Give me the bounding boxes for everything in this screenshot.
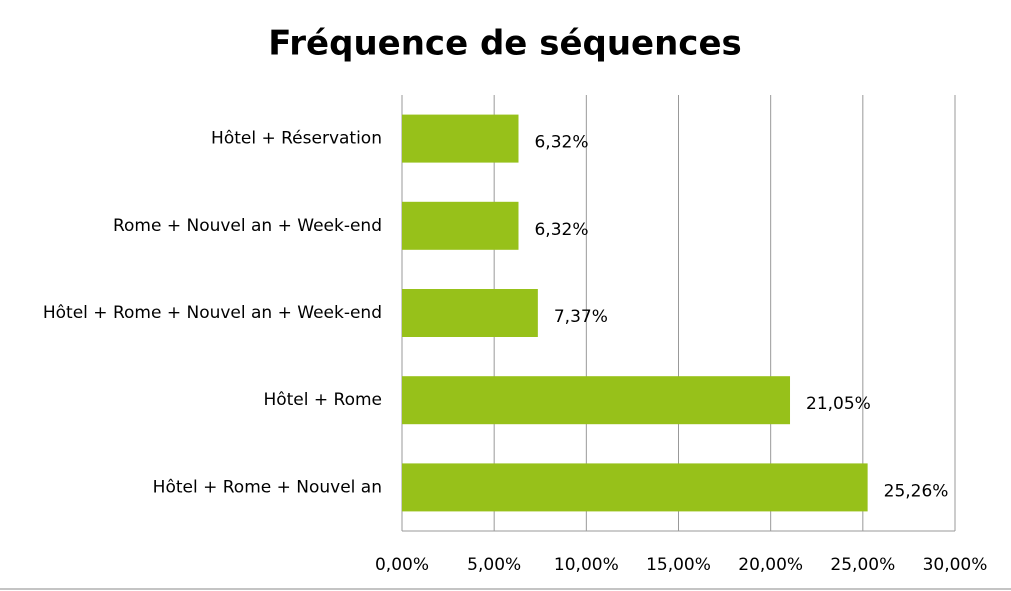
bar xyxy=(402,463,868,512)
x-tick-label: 0,00% xyxy=(375,555,429,575)
chart-title: Fréquence de séquences xyxy=(268,24,742,64)
y-tick-label: Hôtel + Réservation xyxy=(211,129,382,149)
x-tick-label: 15,00% xyxy=(646,555,711,575)
bar xyxy=(402,201,519,250)
bar xyxy=(402,376,791,425)
y-tick-label: Hôtel + Rome + Nouvel an + Week-end xyxy=(43,303,382,323)
value-label: 6,32% xyxy=(534,133,588,153)
x-tick-label: 5,00% xyxy=(467,555,521,575)
x-tick-label: 20,00% xyxy=(738,555,803,575)
bar xyxy=(402,289,538,337)
y-tick-label: Rome + Nouvel an + Week-end xyxy=(113,216,382,236)
x-tick-label: 30,00% xyxy=(923,555,988,575)
value-label: 7,37% xyxy=(554,307,608,327)
value-label: 21,05% xyxy=(806,394,871,414)
value-label: 25,26% xyxy=(884,481,949,501)
bar xyxy=(402,114,519,163)
y-tick-label: Hôtel + Rome xyxy=(263,390,382,410)
x-tick-label: 10,00% xyxy=(554,555,619,575)
y-tick-label: Hôtel + Rome + Nouvel an xyxy=(153,477,382,497)
x-tick-label: 25,00% xyxy=(830,555,895,575)
value-label: 6,32% xyxy=(534,220,588,240)
